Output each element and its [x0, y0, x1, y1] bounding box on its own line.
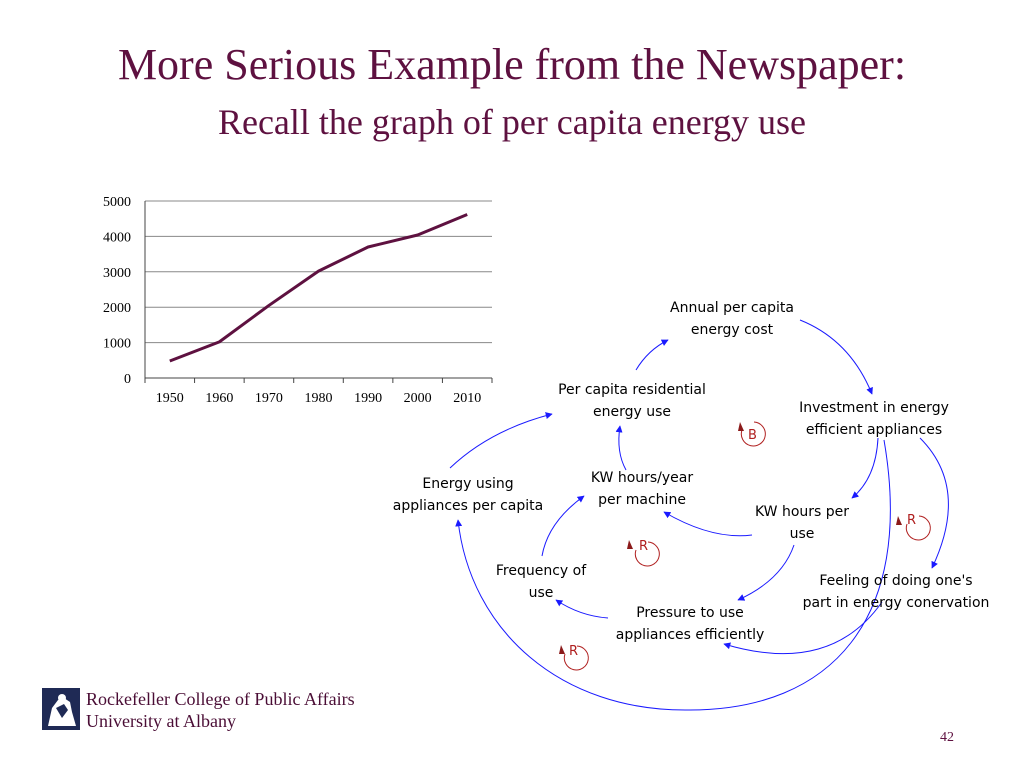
arrow-pressure-to-frequency — [555, 599, 609, 619]
arrow-cost-to-investment — [799, 319, 873, 395]
y-tick-label: 5000 — [103, 195, 131, 210]
node-frequency-line1: Frequency of — [496, 563, 587, 579]
node-investment-line1: Investment in energy — [799, 400, 949, 416]
node-kwh-machine-line1: KW hours/year — [591, 470, 694, 486]
arrow-kwh-machine-to-residential — [615, 425, 627, 471]
slide-title: More Serious Example from the Newspaper: — [117, 40, 907, 89]
arrow-investment-to-kwh-use — [851, 437, 879, 499]
chart-x-ticks: 1950 1960 1970 1980 1990 2000 2010 — [156, 391, 481, 406]
diagram-nodes: Annual per capita energy cost Per capita… — [393, 300, 990, 643]
node-residential-use-line2: energy use — [593, 404, 671, 420]
loop-arc-icon — [905, 515, 931, 541]
chart-y-ticks: 0 1000 2000 3000 4000 5000 — [103, 195, 131, 387]
arrow-feeling-to-pressure — [723, 601, 883, 655]
y-tick-label: 2000 — [103, 301, 131, 316]
x-tick-label: 2000 — [404, 391, 432, 406]
node-residential-use-line1: Per capita residential — [558, 382, 706, 398]
loop-marker-reinforcing-1: R — [896, 513, 931, 541]
x-tick-label: 1950 — [156, 391, 184, 406]
footer-line-college: Rockefeller College of Public Affairs — [86, 689, 355, 709]
node-feeling-line2: part in energy conervation — [803, 595, 990, 611]
loop-markers: B R R R — [559, 421, 931, 671]
node-investment-line2: efficient appliances — [806, 422, 942, 438]
y-tick-label: 1000 — [103, 337, 131, 352]
loop-arc-icon — [634, 541, 660, 567]
node-feeling-line1: Feeling of doing one's — [819, 573, 972, 589]
x-tick-label: 1990 — [354, 391, 382, 406]
node-frequency-line2: use — [529, 585, 554, 601]
loop-label-r: R — [569, 644, 578, 659]
x-tick-label: 2010 — [453, 391, 481, 406]
y-tick-label: 3000 — [103, 266, 131, 281]
chart-grid — [144, 200, 493, 383]
loop-label-r: R — [907, 513, 916, 528]
loop-marker-reinforcing-2: R — [627, 539, 660, 567]
node-appliances-line1: Energy using — [422, 476, 513, 492]
arrow-investment-to-appliances — [455, 439, 891, 711]
arrow-appliances-to-residential — [449, 412, 553, 469]
node-kwh-use-line1: KW hours per — [755, 504, 849, 520]
energy-use-series-line — [169, 213, 468, 363]
loop-arrow-icon — [738, 422, 744, 431]
arrow-kwh-use-to-pressure — [737, 544, 795, 601]
loop-arrow-icon — [559, 645, 565, 654]
diagram-arrows — [449, 319, 949, 711]
loop-marker-reinforcing-3: R — [559, 644, 589, 671]
page-number: 42 — [940, 730, 954, 745]
node-annual-cost-line1: Annual per capita — [670, 300, 794, 316]
node-kwh-use-line2: use — [790, 526, 815, 542]
y-tick-label: 4000 — [103, 230, 131, 245]
loop-arc-icon — [740, 421, 766, 447]
loop-arc-icon — [563, 645, 589, 671]
college-logo-icon — [42, 688, 80, 730]
footer-line-university: University at Albany — [86, 711, 236, 731]
loop-label-b: B — [748, 428, 757, 443]
loop-marker-balancing: B — [738, 421, 766, 447]
node-pressure-line2: appliances efficiently — [616, 627, 765, 643]
loop-arrow-icon — [896, 516, 902, 525]
x-tick-label: 1980 — [305, 391, 333, 406]
arrow-kwh-use-to-kwh-machine — [663, 511, 753, 537]
node-appliances-line2: appliances per capita — [393, 498, 543, 514]
footer-text: Rockefeller College of Public Affairs Un… — [86, 688, 355, 732]
footer: Rockefeller College of Public Affairs Un… — [42, 688, 355, 732]
arrow-investment-to-feeling — [919, 437, 949, 569]
slide-subtitle: Recall the graph of per capita energy us… — [217, 102, 807, 142]
loop-label-r: R — [639, 539, 648, 554]
node-pressure-line1: Pressure to use — [636, 605, 744, 621]
node-annual-cost-line2: energy cost — [691, 322, 774, 338]
x-tick-label: 1970 — [255, 391, 283, 406]
arrow-residential-to-cost — [635, 339, 669, 371]
loop-arrow-icon — [627, 540, 633, 549]
x-tick-label: 1960 — [205, 391, 233, 406]
y-tick-label: 0 — [124, 372, 131, 387]
arrow-frequency-to-kwh-machine — [541, 495, 585, 557]
node-kwh-machine-line2: per machine — [598, 492, 686, 508]
